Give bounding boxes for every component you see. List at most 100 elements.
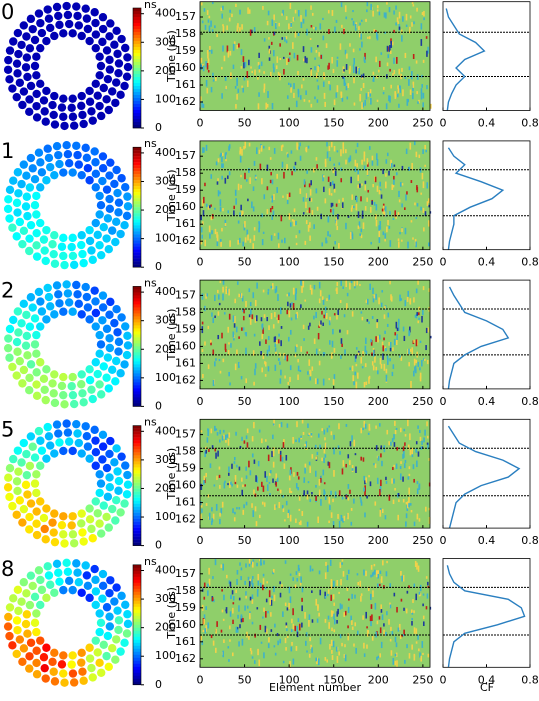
element-dot <box>21 341 31 350</box>
heatmap-streak <box>393 29 395 33</box>
heatmap-streak <box>427 653 430 658</box>
element-dot <box>78 110 87 120</box>
heatmap-texture <box>200 558 432 668</box>
heatmap-streak <box>264 625 267 633</box>
heatmap-streak <box>310 432 313 436</box>
heatmap-streak <box>288 57 291 61</box>
element-dot <box>23 72 32 82</box>
element-dot <box>17 597 26 606</box>
heatmap-streak <box>215 647 217 653</box>
heatmap-streak <box>227 288 230 294</box>
heatmap-streak <box>339 634 342 639</box>
colorbar-band <box>133 80 141 84</box>
colorbar-band <box>133 234 141 238</box>
heatmap-streak <box>235 589 237 594</box>
heatmap-streak <box>377 456 380 461</box>
heatmap-streak <box>305 146 308 153</box>
heatmap-streak <box>364 490 366 496</box>
heatmap-streak <box>407 419 409 427</box>
cf-tick-label: 0 <box>440 117 447 130</box>
element-dot <box>30 453 40 462</box>
heatmap-streak <box>363 165 366 171</box>
heatmap-streak <box>316 378 319 385</box>
heatmap-streak <box>314 26 317 31</box>
heatmap-streak <box>415 448 418 453</box>
heatmap-streak <box>386 1 388 5</box>
element-dot <box>59 112 68 121</box>
element-dot <box>3 65 13 74</box>
heatmap-streak <box>217 190 220 197</box>
heatmap-streak <box>287 381 290 385</box>
element-dot <box>95 488 104 498</box>
colorbar-tick-label: 300 <box>155 592 176 605</box>
heatmap-streak <box>394 636 397 643</box>
element-dot <box>50 398 60 408</box>
x-tick-label: 0 <box>197 256 204 269</box>
heatmap-streak <box>261 213 263 218</box>
element-dot <box>26 360 36 369</box>
element-dot <box>105 343 115 353</box>
heatmap-streak <box>307 145 310 149</box>
heatmap-streak <box>408 66 411 71</box>
element-dot <box>52 281 62 290</box>
heatmap-streak <box>293 92 295 98</box>
heatmap-streak <box>316 72 318 79</box>
heatmap-streak <box>355 647 357 654</box>
colorbar-band <box>133 648 141 652</box>
heatmap-streak <box>258 429 261 433</box>
heatmap-streak <box>210 49 213 54</box>
colorbar-band <box>133 198 141 202</box>
heatmap-streak <box>294 293 297 301</box>
element-dot <box>25 183 35 192</box>
heatmap-streak <box>268 45 271 51</box>
x-tick-label: 100 <box>279 256 300 269</box>
colorbar-band <box>133 512 141 516</box>
heatmap-streak <box>391 41 394 46</box>
element-dot <box>96 618 106 627</box>
heatmap-streak <box>399 473 402 481</box>
heatmap-streak <box>214 294 216 302</box>
heatmap-streak <box>248 460 250 468</box>
heatmap-streak <box>254 368 256 376</box>
heatmap-streak <box>242 56 245 63</box>
heatmap-streak <box>235 3 237 7</box>
heatmap-streak <box>376 159 379 166</box>
colorbar-band <box>133 612 141 616</box>
element-dot <box>44 571 54 580</box>
colorbar-band <box>133 11 141 15</box>
element-dot <box>62 419 71 428</box>
element-dot <box>93 91 102 100</box>
heatmap-streak <box>384 233 387 241</box>
heatmap-streak <box>353 381 355 386</box>
heatmap-streak <box>232 596 235 601</box>
heatmap-streak <box>345 463 347 468</box>
element-dot <box>32 646 41 655</box>
heatmap-streak <box>236 80 238 86</box>
heatmap-streak <box>246 442 249 448</box>
colorbar-band <box>133 71 141 75</box>
element-dot <box>34 426 44 436</box>
heatmap-streak <box>267 291 270 295</box>
heatmap-streak <box>421 360 423 367</box>
heatmap-streak <box>216 234 219 242</box>
heatmap-streak <box>229 9 231 13</box>
heatmap-streak <box>228 466 230 473</box>
heatmap-streak <box>304 443 306 447</box>
element-dot <box>50 449 59 458</box>
element-dot <box>21 619 31 629</box>
heatmap-streak <box>360 74 363 78</box>
heatmap-streak <box>360 234 363 239</box>
y-tick-label: 160 <box>175 479 196 492</box>
heatmap-streak <box>266 349 269 357</box>
heatmap-streak <box>390 441 392 446</box>
heatmap-streak <box>400 29 403 34</box>
element-dot <box>42 225 51 235</box>
heatmap-streak <box>245 378 248 384</box>
heatmap-streak <box>341 202 344 209</box>
x-tick-label: 200 <box>368 256 389 269</box>
heatmap-streak <box>201 20 204 24</box>
heatmap-streak <box>212 317 215 324</box>
y-axis-label: Time (µs) <box>165 169 178 222</box>
cf-frame <box>442 558 531 668</box>
heatmap-streak <box>310 69 313 76</box>
